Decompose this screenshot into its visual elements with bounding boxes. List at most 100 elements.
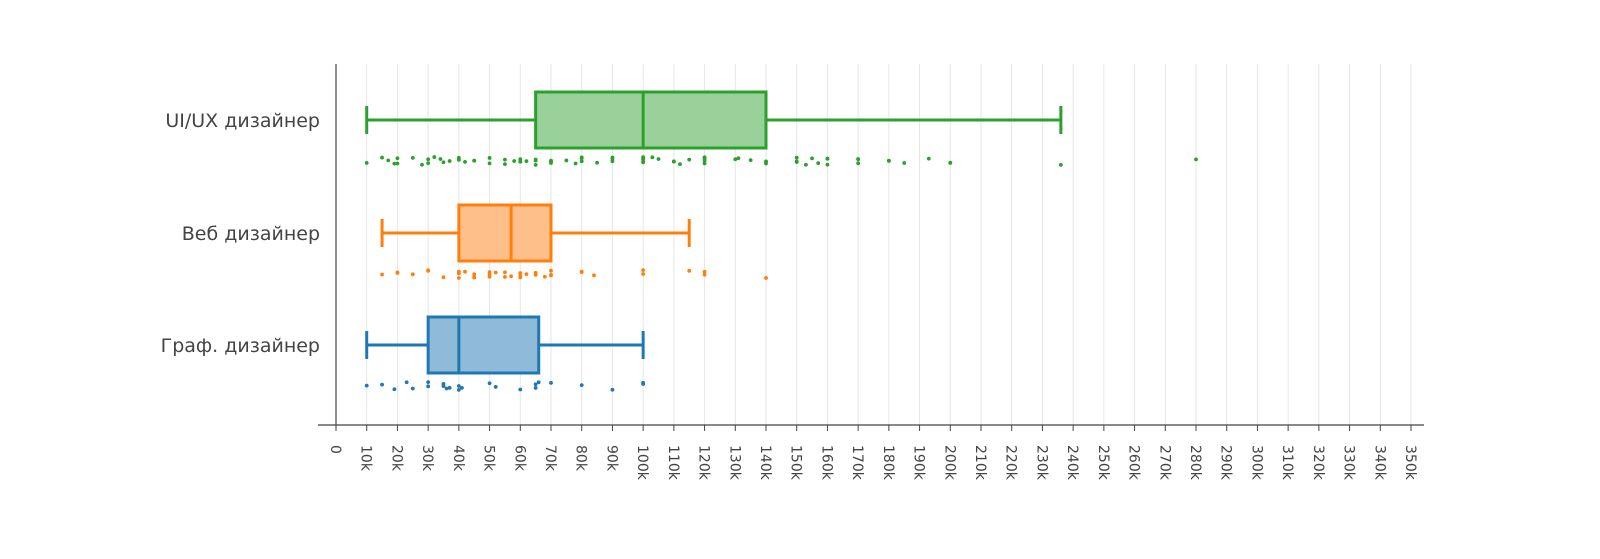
- data-point: [579, 159, 584, 164]
- x-tick-label: 100k: [634, 445, 650, 481]
- data-point: [671, 159, 676, 164]
- data-point: [487, 161, 492, 166]
- x-tick-label: 250k: [1095, 445, 1111, 481]
- series-group: [364, 90, 1198, 392]
- x-tick-label: 210k: [972, 445, 988, 481]
- data-point: [573, 161, 578, 166]
- data-point: [493, 384, 498, 389]
- data-point: [512, 159, 517, 163]
- data-point: [441, 275, 446, 280]
- data-point: [386, 158, 391, 163]
- data-point: [509, 274, 513, 279]
- data-point: [579, 270, 584, 275]
- data-point: [902, 161, 907, 165]
- data-point: [856, 161, 861, 166]
- data-point: [564, 158, 569, 163]
- data-point: [592, 273, 596, 278]
- data-point: [503, 270, 507, 275]
- x-tick-label: 130k: [726, 445, 742, 481]
- data-point: [518, 159, 523, 164]
- data-point: [549, 273, 553, 278]
- data-point: [579, 156, 584, 161]
- data-point: [447, 159, 452, 163]
- x-tick-label: 310k: [1279, 445, 1295, 481]
- iqr-box: [457, 203, 553, 263]
- data-point: [702, 161, 707, 166]
- data-point: [736, 156, 741, 161]
- x-tick-label: 150k: [788, 445, 804, 481]
- x-tick-label: 330k: [1341, 445, 1357, 481]
- data-point: [460, 385, 464, 390]
- data-point: [472, 272, 477, 277]
- data-point: [549, 158, 553, 163]
- data-point: [518, 387, 523, 392]
- x-tick-label: 240k: [1064, 445, 1080, 481]
- x-tick-label: 350k: [1402, 445, 1418, 481]
- data-point: [447, 385, 452, 390]
- data-point: [533, 382, 538, 387]
- data-point: [463, 269, 467, 274]
- data-point: [472, 275, 477, 280]
- x-tick-label: 80k: [573, 445, 589, 472]
- x-tick-label: 140k: [757, 445, 773, 481]
- data-point: [641, 272, 646, 276]
- data-point: [886, 158, 891, 163]
- box-series-2: [380, 203, 768, 280]
- x-tick-label: 10k: [358, 445, 374, 472]
- data-point: [595, 160, 599, 165]
- data-point: [702, 272, 707, 277]
- data-point: [426, 161, 431, 166]
- data-point: [456, 384, 461, 388]
- data-point: [426, 268, 431, 273]
- data-point: [702, 269, 707, 274]
- data-point: [518, 271, 523, 275]
- data-point: [426, 380, 431, 385]
- box-series-1: [364, 90, 1198, 167]
- axes: [318, 64, 1424, 431]
- iqr-box: [534, 90, 768, 150]
- data-point: [456, 157, 461, 162]
- data-point: [364, 161, 369, 165]
- data-point: [463, 160, 467, 164]
- data-point: [395, 270, 400, 275]
- x-tick-label: 170k: [849, 445, 865, 481]
- box-series-3: [364, 315, 646, 392]
- data-point: [487, 274, 492, 279]
- data-point: [610, 155, 615, 160]
- data-point: [364, 383, 369, 388]
- data-point: [687, 268, 692, 273]
- data-point: [533, 386, 538, 390]
- data-point: [810, 156, 814, 161]
- data-point: [610, 387, 615, 392]
- x-tick-label: 110k: [665, 445, 681, 481]
- data-point: [441, 160, 446, 165]
- x-tick-label: 40k: [450, 445, 466, 472]
- data-point: [641, 268, 646, 273]
- category-label: Веб дизайнер: [182, 223, 320, 245]
- data-point: [549, 268, 553, 273]
- data-point: [456, 271, 461, 276]
- x-tick-label: 320k: [1310, 445, 1326, 481]
- data-point: [733, 157, 738, 162]
- x-tick-label: 230k: [1033, 445, 1049, 481]
- data-point: [804, 162, 808, 167]
- data-point: [392, 161, 397, 166]
- data-point: [438, 157, 443, 161]
- iqr-box: [426, 315, 541, 375]
- data-point: [503, 162, 507, 167]
- data-point: [380, 382, 384, 387]
- data-point: [533, 163, 538, 167]
- x-tick-label: 0: [327, 445, 343, 454]
- data-point: [641, 382, 646, 386]
- x-tick-label: 20k: [388, 445, 404, 472]
- data-point: [524, 272, 529, 277]
- category-label: UI/UX дизайнер: [165, 110, 320, 132]
- x-tick-label: 50k: [481, 445, 497, 472]
- data-point: [536, 380, 541, 385]
- x-tick-label: 30k: [419, 445, 435, 472]
- data-point: [392, 387, 397, 392]
- data-point: [395, 156, 400, 161]
- data-point: [748, 158, 753, 163]
- data-point: [487, 156, 492, 160]
